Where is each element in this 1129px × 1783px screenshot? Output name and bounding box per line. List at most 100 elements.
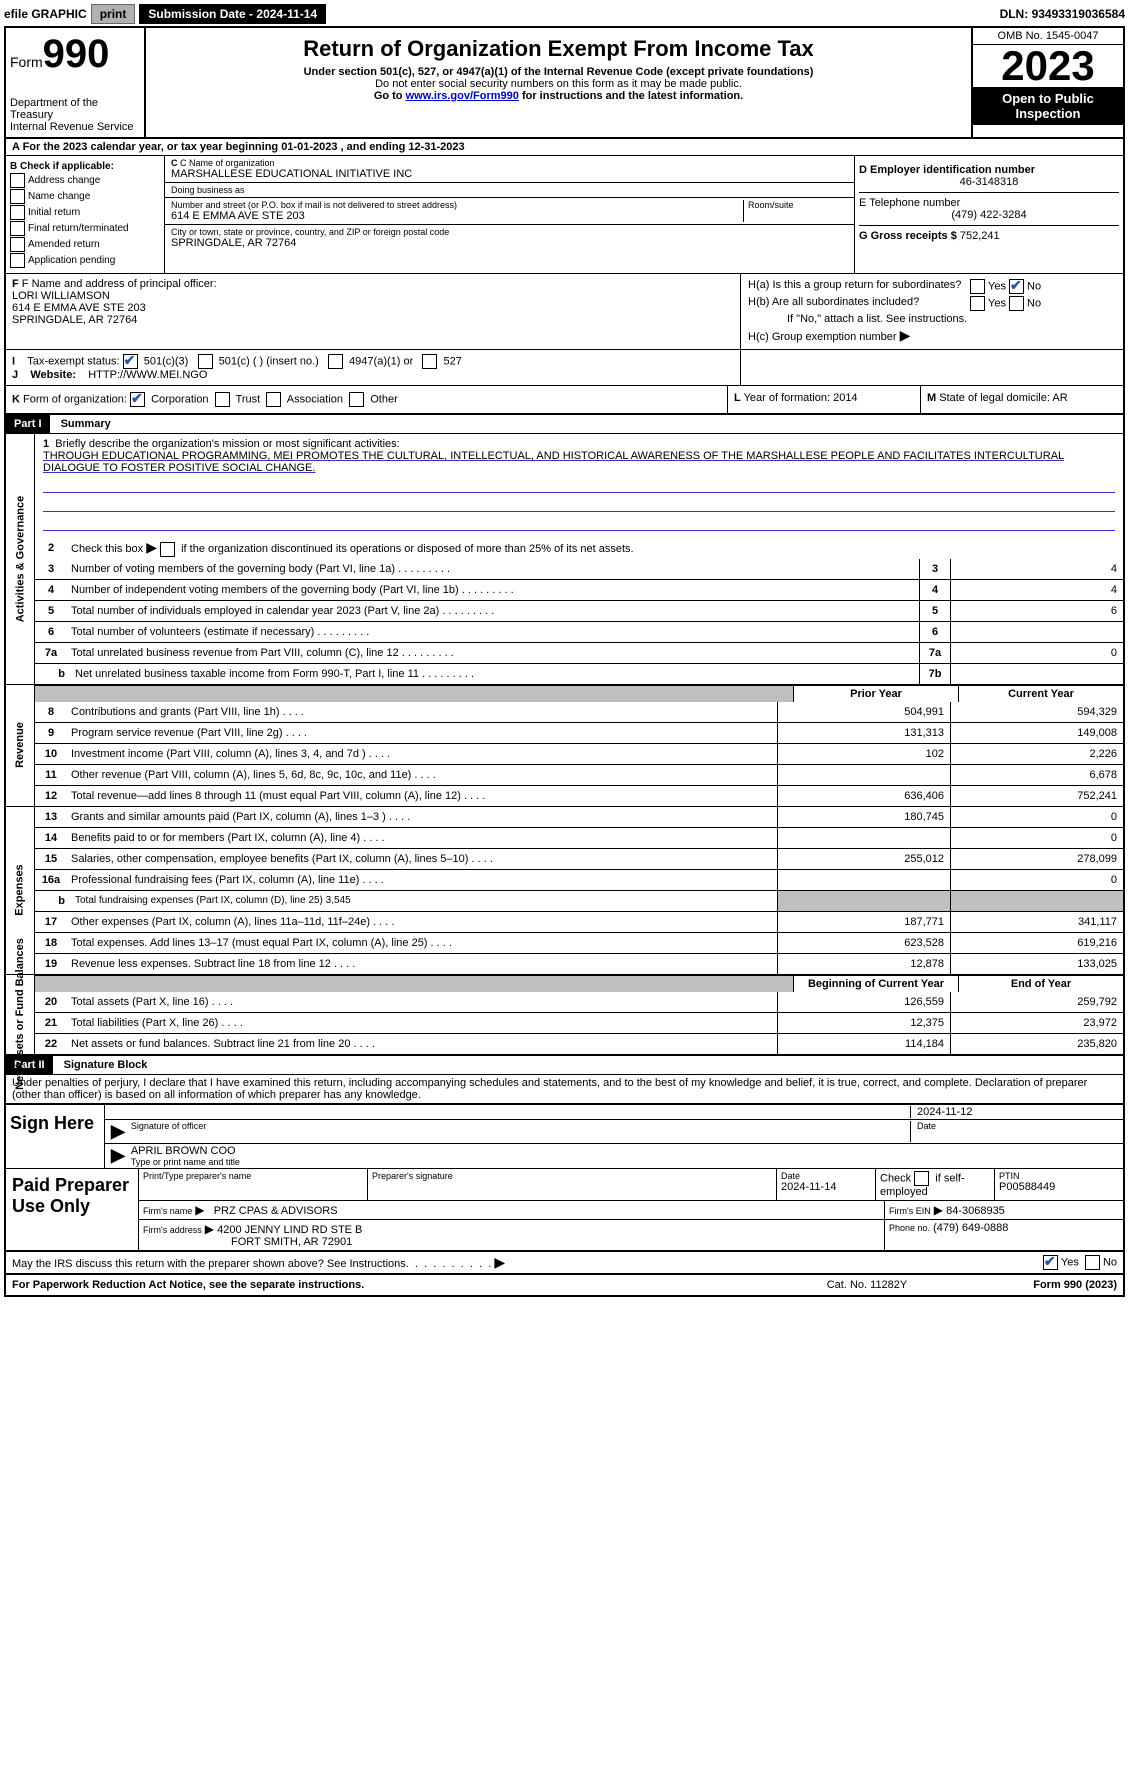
paperwork-notice: For Paperwork Reduction Act Notice, see … xyxy=(12,1279,767,1291)
ein-value: 46-3148318 xyxy=(859,176,1119,188)
ha-yes[interactable] xyxy=(970,279,985,294)
gross-label: G Gross receipts $ xyxy=(859,230,960,242)
line1-label: Briefly describe the organization's miss… xyxy=(55,438,399,450)
arrow-icon: ▶ xyxy=(111,1121,125,1142)
form-header: Form990 Department of the Treasury Inter… xyxy=(6,28,1123,139)
line-b: b Total fundraising expenses (Part IX, c… xyxy=(35,890,1123,911)
chk-4947[interactable] xyxy=(328,354,343,369)
chk-other[interactable] xyxy=(349,392,364,407)
room-label: Room/suite xyxy=(748,200,848,210)
discuss-yes[interactable] xyxy=(1043,1255,1058,1270)
type-name-label: Type or print name and title xyxy=(131,1157,1117,1167)
print-button[interactable]: print xyxy=(91,4,136,24)
phone-label: E Telephone number xyxy=(859,197,1119,209)
hb-no[interactable] xyxy=(1009,296,1024,311)
firm-ein: 84-3068935 xyxy=(946,1205,1005,1217)
mission-text: THROUGH EDUCATIONAL PROGRAMMING, MEI PRO… xyxy=(43,450,1115,474)
chk-501c3[interactable] xyxy=(123,354,138,369)
chk-527[interactable] xyxy=(422,354,437,369)
discuss-no[interactable] xyxy=(1085,1255,1100,1270)
org-name-label: C C Name of organization xyxy=(171,158,848,168)
sig-date: 2024-11-12 xyxy=(911,1106,1117,1118)
line-14: 14 Benefits paid to or for members (Part… xyxy=(35,827,1123,848)
chk-501c[interactable] xyxy=(198,354,213,369)
phone-value: (479) 422-3284 xyxy=(859,209,1119,221)
prep-name-label: Print/Type preparer's name xyxy=(143,1171,363,1181)
chk-corp[interactable] xyxy=(130,392,145,407)
line-8: 8 Contributions and grants (Part VIII, l… xyxy=(35,702,1123,722)
date-label: Date xyxy=(911,1121,1117,1142)
part1-header: Part I Summary xyxy=(6,415,1123,434)
row-k: K Form of organization: Corporation Trus… xyxy=(6,386,728,413)
line-5: 5 Total number of individuals employed i… xyxy=(35,600,1123,621)
mission-blank-line xyxy=(43,495,1115,512)
line-20: 20 Total assets (Part X, line 16) 126,55… xyxy=(35,992,1123,1012)
row-j: J Website: HTTP://WWW.MEI.NGO xyxy=(12,369,734,381)
side-netassets: Net Assets or Fund Balances xyxy=(6,975,35,1054)
firm-name: PRZ CPAS & ADVISORS xyxy=(214,1205,338,1217)
irs-label: Internal Revenue Service xyxy=(10,121,140,133)
line-18: 18 Total expenses. Add lines 13–17 (must… xyxy=(35,932,1123,953)
officer-name: LORI WILLIAMSON xyxy=(12,290,734,302)
line-12: 12 Total revenue—add lines 8 through 11 … xyxy=(35,785,1123,806)
checkbox-name-change[interactable] xyxy=(10,189,25,204)
section-f: F F Name and address of principal office… xyxy=(6,274,741,349)
chk-trust[interactable] xyxy=(215,392,230,407)
line-22: 22 Net assets or fund balances. Subtract… xyxy=(35,1033,1123,1054)
hc-label: H(c) Group exemption number ▶ xyxy=(747,326,1117,345)
line-b: b Net unrelated business taxable income … xyxy=(35,663,1123,684)
paid-preparer-label: Paid Preparer Use Only xyxy=(6,1169,139,1250)
ein-label: D Employer identification number xyxy=(859,164,1119,176)
open-public: Open to Public Inspection xyxy=(973,87,1123,125)
submission-date: Submission Date - 2024-11-14 xyxy=(139,4,326,24)
ha-label: H(a) Is this a group return for subordin… xyxy=(747,278,969,295)
prep-date-label: Date xyxy=(781,1171,871,1181)
line-19: 19 Revenue less expenses. Subtract line … xyxy=(35,953,1123,974)
side-activities: Activities & Governance xyxy=(6,434,35,684)
form-note1: Do not enter social security numbers on … xyxy=(150,78,967,90)
line-21: 21 Total liabilities (Part X, line 26) 1… xyxy=(35,1012,1123,1033)
section-d: D Employer identification number 46-3148… xyxy=(855,156,1123,273)
dln: DLN: 93493319036584 xyxy=(1000,7,1125,21)
gross-value: 752,241 xyxy=(960,230,1000,242)
prior-year-header: Prior Year xyxy=(793,686,958,702)
section-h: H(a) Is this a group return for subordin… xyxy=(741,274,1123,349)
irs-link[interactable]: www.irs.gov/Form990 xyxy=(406,90,519,102)
firm-addr1: 4200 JENNY LIND RD STE B xyxy=(217,1224,362,1236)
chk-assoc[interactable] xyxy=(266,392,281,407)
row-a-period: A For the 2023 calendar year, or tax yea… xyxy=(6,139,1123,156)
checkbox-address-change[interactable] xyxy=(10,173,25,188)
line-11: 11 Other revenue (Part VIII, column (A),… xyxy=(35,764,1123,785)
current-year-header: Current Year xyxy=(958,686,1123,702)
form-subtitle: Under section 501(c), 527, or 4947(a)(1)… xyxy=(150,66,967,78)
checkbox-final-return[interactable] xyxy=(10,221,25,236)
checkbox-app-pending[interactable] xyxy=(10,253,25,268)
form-label: Form xyxy=(10,54,43,70)
org-name: MARSHALLESE EDUCATIONAL INITIATIVE INC xyxy=(171,168,848,180)
section-c: C C Name of organization MARSHALLESE EDU… xyxy=(165,156,855,273)
form-note2: Go to www.irs.gov/Form990 for instructio… xyxy=(150,90,967,102)
chk-line2[interactable] xyxy=(160,542,175,557)
line-15: 15 Salaries, other compensation, employe… xyxy=(35,848,1123,869)
hb-label: H(b) Are all subordinates included? xyxy=(747,295,969,312)
line-9: 9 Program service revenue (Part VIII, li… xyxy=(35,722,1123,743)
checkbox-initial-return[interactable] xyxy=(10,205,25,220)
discuss-question: May the IRS discuss this return with the… xyxy=(12,1254,1043,1271)
ha-no[interactable] xyxy=(1009,279,1024,294)
line-10: 10 Investment income (Part VIII, column … xyxy=(35,743,1123,764)
form-footer: Form 990 (2023) xyxy=(967,1279,1117,1291)
tax-year: 2023 xyxy=(973,45,1123,87)
street-value: 614 E EMMA AVE STE 203 xyxy=(171,210,743,222)
part2-header: Part II Signature Block xyxy=(6,1056,1123,1075)
firm-addr-label: Firm's address xyxy=(143,1225,202,1235)
dba-label: Doing business as xyxy=(171,185,848,195)
hb-note: If "No," attach a list. See instructions… xyxy=(747,312,1117,326)
officer-street: 614 E EMMA AVE STE 203 xyxy=(12,302,734,314)
hb-yes[interactable] xyxy=(970,296,985,311)
line-16a: 16a Professional fundraising fees (Part … xyxy=(35,869,1123,890)
checkbox-amended[interactable] xyxy=(10,237,25,252)
form-title: Return of Organization Exempt From Incom… xyxy=(150,36,967,62)
officer-city: SPRINGDALE, AR 72764 xyxy=(12,314,734,326)
mission-blank-line xyxy=(43,514,1115,531)
firm-name-label: Firm's name xyxy=(143,1206,192,1216)
